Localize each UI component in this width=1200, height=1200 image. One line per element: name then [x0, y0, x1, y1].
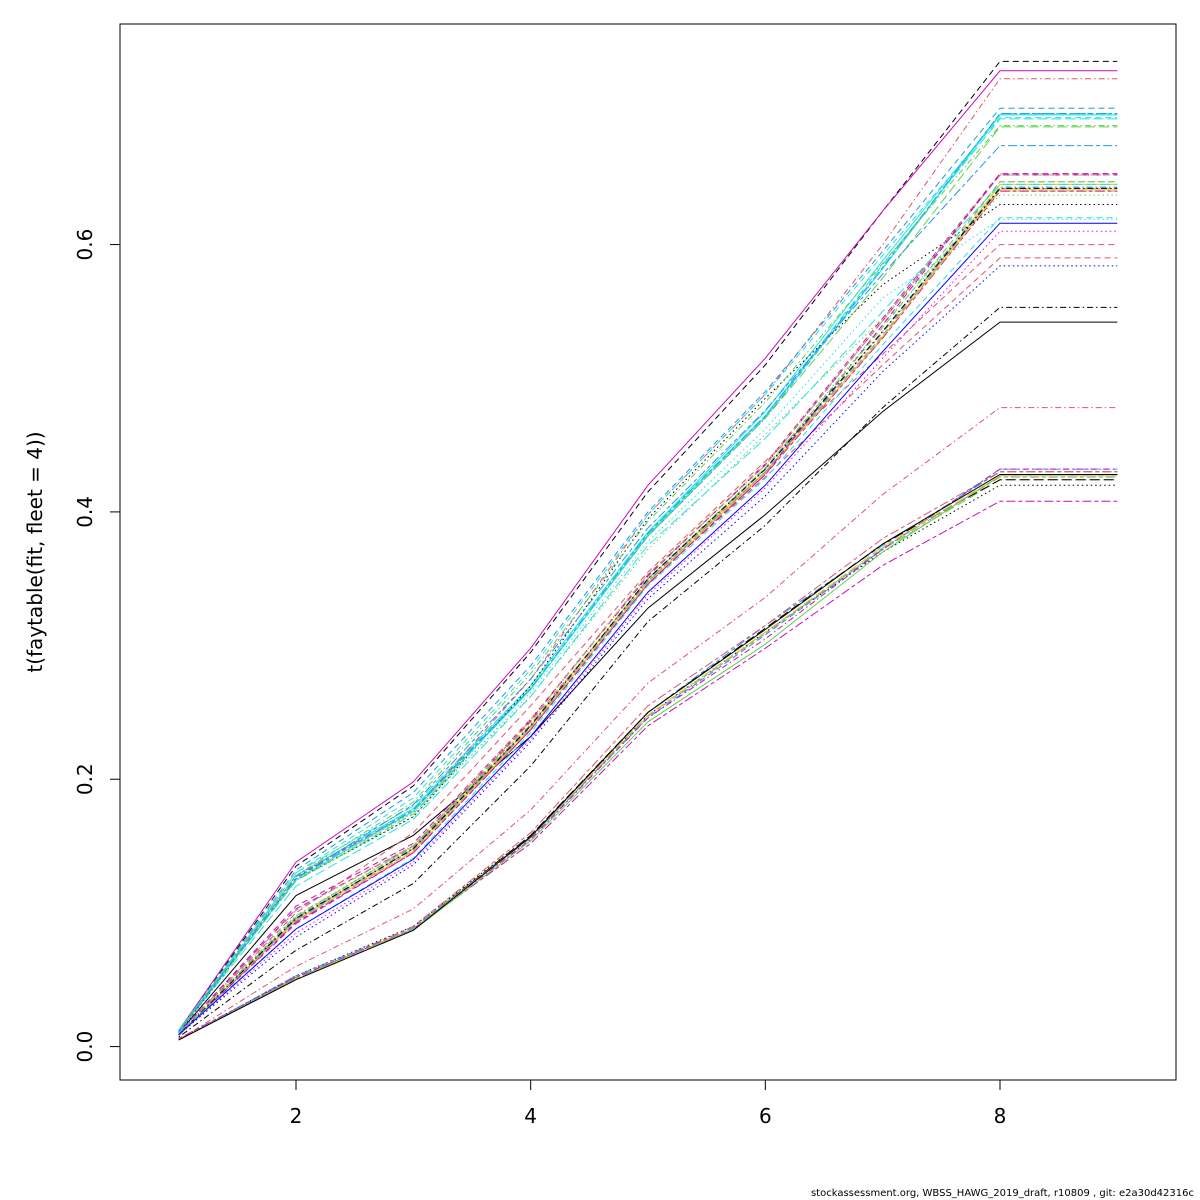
series-line-V29: [178, 183, 1118, 1033]
series-line-V32: [178, 187, 1118, 1035]
series-line-V28: [178, 186, 1118, 1035]
y-tick-label-0.0: 0.0: [73, 1031, 97, 1063]
series-line-V52: [178, 230, 1118, 1035]
series-line-V26: [178, 244, 1118, 1034]
series-line-V3: [178, 194, 1118, 1033]
y-tick-label-0.2: 0.2: [73, 763, 97, 795]
series-line-V42: [178, 70, 1118, 1031]
series-line-V37: [178, 114, 1118, 1033]
x-axis: 2 4 6 8: [290, 1079, 1007, 1128]
y-axis-title: t(faytable(fit, fleet = 4)): [23, 431, 47, 672]
series-layer: [178, 60, 1118, 1041]
series-line-V43: [178, 107, 1118, 1031]
x-tick-label-2: 2: [290, 1104, 303, 1128]
x-tick-label-4: 4: [524, 1104, 537, 1128]
series-line-V44: [178, 117, 1118, 1031]
y-tick-label-0.6: 0.6: [73, 229, 97, 261]
series-line-V35: [178, 126, 1118, 1033]
series-line-V10: [178, 407, 1118, 1041]
x-tick-label-8: 8: [994, 1104, 1007, 1128]
series-line-V39: [178, 173, 1118, 1034]
series-line-V31: [178, 189, 1118, 1035]
series-line-V53: [178, 265, 1118, 1035]
series-line-V49: [178, 187, 1118, 1035]
footer-caption: stockassessment.org, WBSS_HAWG_2019_draf…: [810, 1188, 1194, 1199]
series-line-V25: [178, 474, 1118, 1041]
y-tick-label-0.4: 0.4: [73, 496, 97, 528]
series-line-V24: [178, 476, 1118, 1041]
y-axis: 0.0 0.2 0.4 0.6: [73, 229, 121, 1063]
series-line-V45: [178, 125, 1118, 1031]
series-line-V22: [178, 468, 1118, 1041]
series-line-V51: [178, 222, 1118, 1035]
series-line-V36: [178, 113, 1118, 1033]
series-line-V1: [178, 321, 1118, 1034]
series-line-V47: [178, 173, 1118, 1035]
series-line-V46: [178, 145, 1118, 1033]
series-line-V54: [178, 306, 1118, 1038]
series-line-V48: [178, 181, 1118, 1035]
series-line-V41: [178, 60, 1118, 1031]
x-tick-label-6: 6: [759, 1104, 772, 1128]
